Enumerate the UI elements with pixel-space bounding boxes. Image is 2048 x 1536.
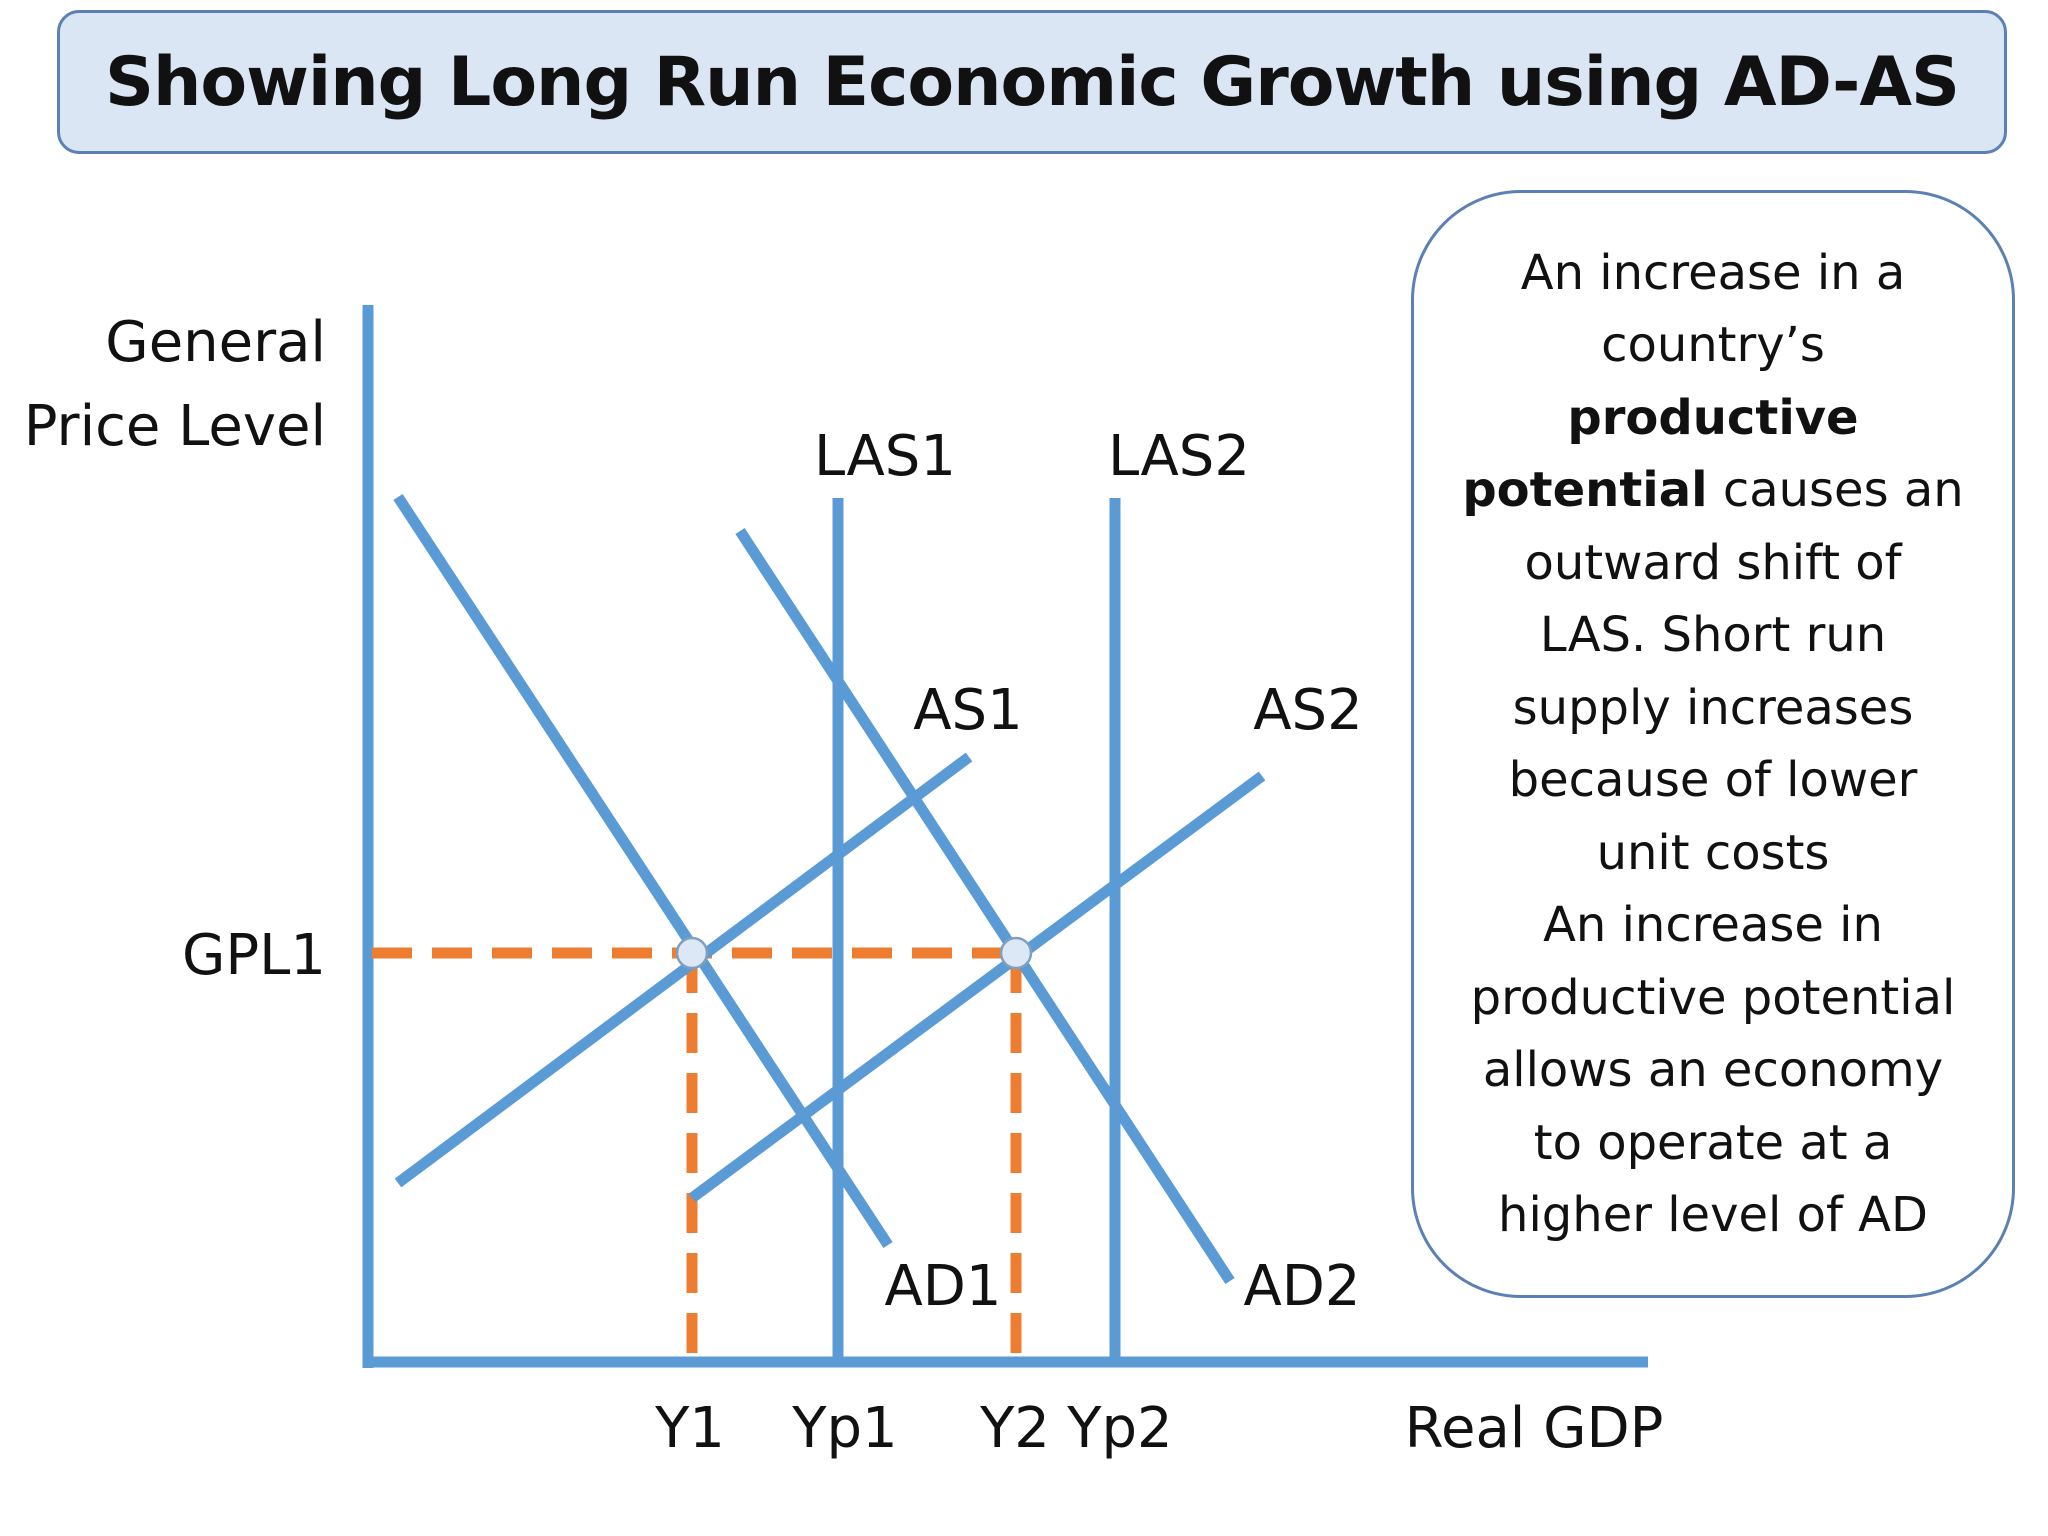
explanation-line: allows an economy — [1482, 1042, 1944, 1098]
explanation-line: An increase in — [1543, 897, 1883, 953]
explanation-line: supply increases — [1512, 679, 1914, 736]
title-box: Showing Long Run Economic Growth using A… — [57, 10, 2007, 154]
explanation-bold-term: productive — [1567, 389, 1859, 446]
equilibrium-point-1 — [675, 936, 709, 970]
ad2-label: AD2 — [1243, 1254, 1360, 1319]
ad2-curve — [735, 527, 1235, 1285]
las1-label: LAS1 — [814, 424, 956, 489]
equilibrium-point-2 — [999, 936, 1033, 970]
explanation-line: LAS. Short run — [1539, 607, 1887, 663]
x-axis-label: Real GDP — [1405, 1396, 1664, 1461]
as1-label: AS1 — [913, 678, 1022, 743]
yp1-tick-label: Yp1 — [791, 1396, 897, 1461]
explanation-line: outward shift of — [1524, 534, 1902, 591]
explanation-line: causes an — [1707, 462, 1964, 518]
explanation-bold-term: potential — [1462, 462, 1708, 518]
y-axis-label-line2: Price Level — [24, 394, 326, 459]
as1-curve — [394, 752, 973, 1188]
explanation-line: productive potential — [1470, 969, 1956, 1026]
explanation-line: An increase in a — [1520, 244, 1906, 301]
explanation-line: unit costs — [1596, 824, 1830, 881]
y-axis-label-line1: General — [105, 310, 326, 375]
explanation-line: to operate at a — [1533, 1114, 1893, 1171]
ad1-curve — [393, 493, 893, 1249]
y2-tick-label: Y2 — [979, 1396, 1050, 1461]
as2-curve — [688, 771, 1266, 1203]
gpl1-label: GPL1 — [182, 923, 326, 988]
explanation-line: because of lower — [1508, 752, 1918, 808]
as2-label: AS2 — [1253, 678, 1362, 743]
yp2-tick-label: Yp2 — [1066, 1396, 1172, 1461]
page-title: Showing Long Run Economic Growth using A… — [105, 42, 1960, 122]
explanation-text: An increase in a country’s productive po… — [1462, 237, 1963, 1252]
explanation-line: country’s — [1601, 317, 1825, 373]
las2-label: LAS2 — [1108, 424, 1250, 489]
explanation-line: higher level of AD — [1498, 1187, 1928, 1243]
explanation-box: An increase in a country’s productive po… — [1411, 190, 2015, 1298]
ad1-label: AD1 — [884, 1254, 1001, 1319]
y1-tick-label: Y1 — [654, 1396, 725, 1461]
